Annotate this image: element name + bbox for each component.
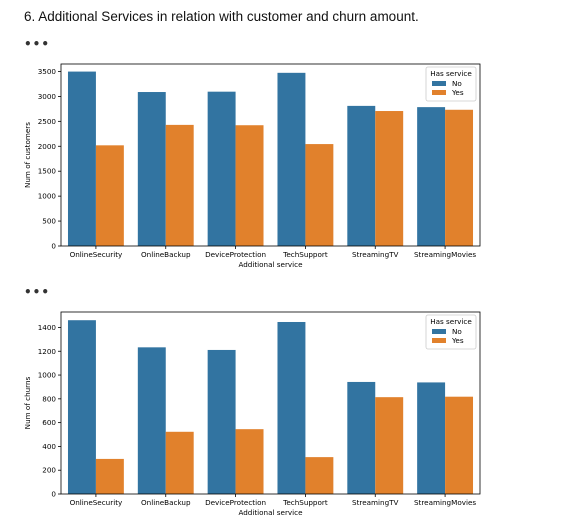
x-tick-label: OnlineSecurity [70, 250, 123, 259]
bar-streamingmovies-yes [445, 396, 474, 494]
x-tick-label: StreamingTV [352, 498, 399, 507]
legend-title: Has service [430, 317, 472, 326]
bar-streamingmovies-yes [445, 109, 474, 246]
bar-onlinebackup-yes [165, 431, 194, 494]
legend-swatch-yes [432, 338, 446, 343]
legend-label-yes: Yes [451, 88, 464, 97]
output-collapse-dots-1[interactable]: ••• [24, 37, 51, 51]
y-tick-label: 2000 [38, 142, 57, 151]
bar-onlinesecurity-no [67, 71, 96, 246]
y-tick-label: 3000 [38, 92, 57, 101]
bar-deviceprotection-no [207, 91, 236, 246]
legend-swatch-yes [432, 90, 446, 95]
x-tick-label: StreamingTV [352, 250, 399, 259]
plot-frame [60, 311, 481, 495]
legend-label-yes: Yes [451, 336, 464, 345]
y-tick-label: 400 [42, 442, 56, 451]
x-tick-label: DeviceProtection [205, 498, 266, 507]
y-tick-label: 500 [42, 217, 56, 226]
plot-frame [60, 63, 481, 247]
bar-techsupport-no [277, 72, 306, 247]
bar-techsupport-no [277, 321, 306, 494]
x-tick-label: StreamingMovies [414, 250, 476, 259]
x-tick-label: DeviceProtection [205, 250, 266, 259]
bar-streamingmovies-no [417, 382, 446, 494]
y-tick-label: 2500 [38, 117, 57, 126]
bar-deviceprotection-yes [235, 125, 264, 246]
bar-deviceprotection-no [207, 349, 236, 494]
bar-onlinesecurity-yes [95, 145, 124, 246]
x-tick-label: OnlineBackup [141, 498, 191, 507]
legend-label-no: No [452, 79, 462, 88]
x-axis-label: Additional service [238, 260, 303, 269]
y-tick-label: 600 [42, 418, 56, 427]
x-tick-label: OnlineSecurity [70, 498, 123, 507]
churns-bar-chart: 0 200 400 600 800 1000 1200 1400 OnlineSecurity O… [23, 311, 481, 517]
x-tick-label: TechSupport [282, 250, 328, 259]
y-tick-label: 0 [51, 490, 56, 499]
legend-swatch-no [432, 329, 446, 334]
section-heading: 6. Additional Services in relation with … [24, 9, 419, 24]
bar-streamingtv-no [347, 381, 376, 494]
y-tick-label: 1500 [38, 167, 57, 176]
bar-onlinebackup-yes [165, 124, 194, 246]
x-tick-label: TechSupport [282, 498, 328, 507]
bar-techsupport-yes [305, 144, 334, 246]
bar-streamingmovies-no [417, 107, 446, 247]
y-tick-label: 3500 [38, 67, 57, 76]
y-tick-label: 200 [42, 466, 56, 475]
bar-onlinebackup-no [137, 347, 166, 494]
y-axis-label: Num of churns [23, 376, 32, 429]
bar-deviceprotection-yes [235, 429, 264, 494]
bar-streamingtv-yes [375, 397, 404, 494]
bar-streamingtv-yes [375, 111, 404, 247]
output-collapse-dots-2[interactable]: ••• [24, 285, 51, 299]
y-tick-label: 800 [42, 394, 56, 403]
bar-onlinesecurity-yes [95, 458, 124, 494]
customers-bar-chart: 0 500 1000 1500 2000 2500 3000 3500 OnlineSecuri… [23, 63, 481, 269]
bar-techsupport-yes [305, 457, 334, 494]
x-tick-label: OnlineBackup [141, 250, 191, 259]
y-tick-label: 1200 [38, 347, 57, 356]
y-tick-label: 1400 [38, 323, 57, 332]
y-tick-label: 1000 [38, 192, 57, 201]
bar-onlinebackup-no [137, 92, 166, 246]
y-tick-label: 0 [51, 242, 56, 251]
bar-onlinesecurity-no [67, 320, 96, 494]
bar-streamingtv-no [347, 105, 376, 246]
x-axis-label: Additional service [238, 508, 303, 517]
legend-label-no: No [452, 327, 462, 336]
legend-swatch-no [432, 81, 446, 86]
y-axis-label: Num of customers [23, 122, 32, 188]
y-tick-label: 1000 [38, 371, 57, 380]
legend-title: Has service [430, 69, 472, 78]
x-tick-label: StreamingMovies [414, 498, 476, 507]
